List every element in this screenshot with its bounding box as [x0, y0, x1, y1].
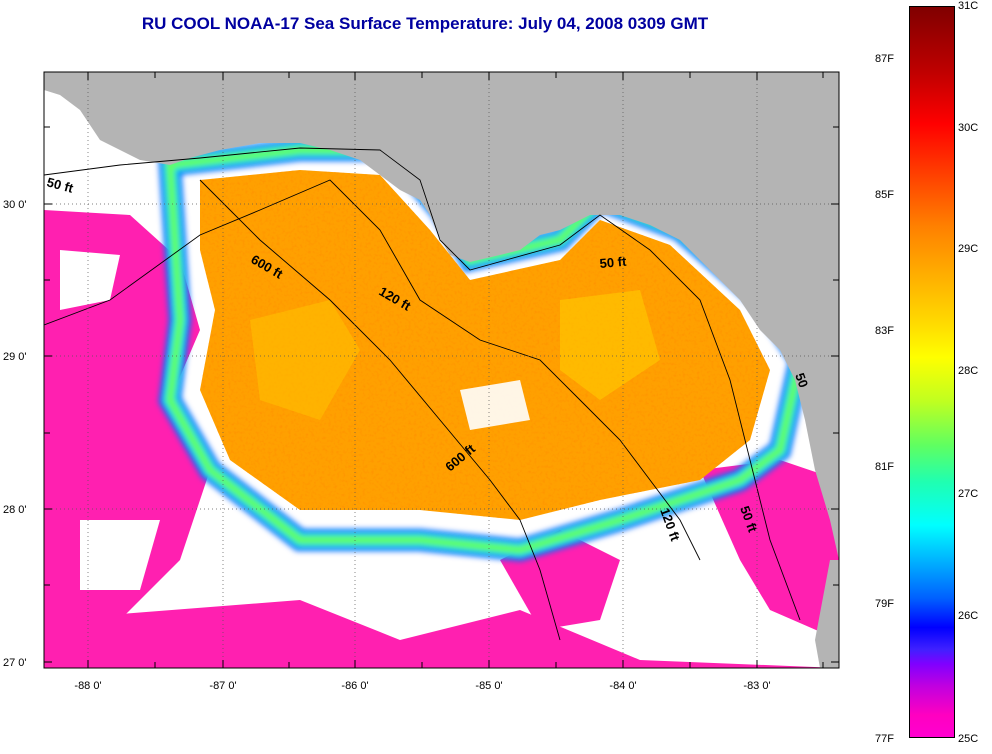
- colorbar-celsius-label: 31C: [958, 0, 979, 12]
- longitude-label: -83 0': [743, 680, 770, 692]
- warm-water-core: [200, 170, 770, 520]
- land-area: [44, 72, 839, 560]
- colorbar-fahrenheit-label: 85F: [875, 189, 894, 201]
- colorbar-fahrenheit-label: 87F: [875, 53, 894, 65]
- depth-label: 50: [792, 371, 811, 390]
- colorbar-celsius-label: 27C: [958, 488, 979, 500]
- longitude-label: -85 0': [475, 680, 502, 692]
- colorbar-celsius-label: 30C: [958, 122, 979, 134]
- colorbar-fahrenheit-label: 81F: [875, 461, 894, 473]
- colorbar-celsius-label: 26C: [958, 610, 979, 622]
- axis-ticks: [44, 72, 839, 668]
- colorbar-celsius-label: 28C: [958, 365, 979, 377]
- latitude-label: 27 0': [3, 657, 27, 669]
- land-area: [815, 560, 839, 668]
- colorbar-fahrenheit-label: 77F: [875, 733, 894, 745]
- depth-label: 50 ft: [599, 254, 628, 271]
- map-title: RU COOL NOAA-17 Sea Surface Temperature:…: [141, 14, 709, 33]
- colorbar-celsius-label: 25C: [958, 733, 979, 745]
- longitude-label: -88 0': [74, 680, 101, 692]
- graticule: [44, 72, 839, 668]
- longitude-label: -86 0': [341, 680, 368, 692]
- longitude-label: -84 0': [609, 680, 636, 692]
- plot-frame: [43, 71, 840, 669]
- colorbar-celsius-label: 29C: [958, 243, 979, 255]
- temperature-colorbar: [909, 6, 955, 738]
- colorbar-fahrenheit-label: 83F: [875, 325, 894, 337]
- depth-contours: [44, 147, 801, 641]
- latitude-label: 30 0': [3, 199, 27, 211]
- longitude-label: -87 0': [209, 680, 236, 692]
- latitude-label: 29 0': [3, 351, 27, 363]
- depth-label: 50 ft: [45, 174, 75, 196]
- latitude-label: 28 0': [3, 504, 27, 516]
- colorbar-fahrenheit-label: 79F: [875, 598, 894, 610]
